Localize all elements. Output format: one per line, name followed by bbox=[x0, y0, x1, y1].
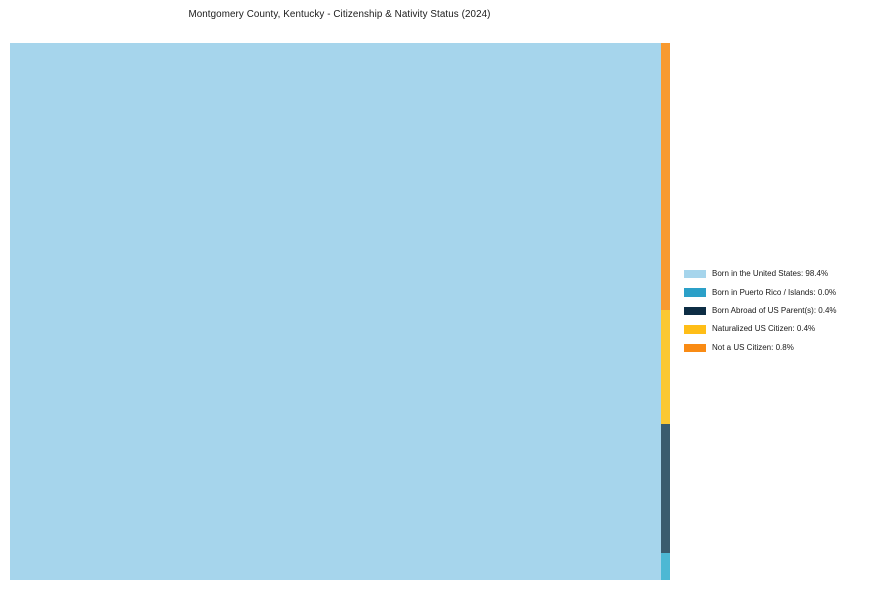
chart-title: Montgomery County, Kentucky - Citizenshi… bbox=[188, 9, 491, 20]
legend-label: Born in Puerto Rico / Islands: 0.0% bbox=[712, 287, 837, 297]
treemap-tile-not-a-us-citizen[interactable] bbox=[661, 43, 670, 310]
treemap-tile-born-abroad-us-parents[interactable] bbox=[661, 424, 670, 553]
legend-swatch-icon bbox=[684, 306, 706, 316]
legend-swatch-icon bbox=[684, 343, 706, 352]
chart-legend: Born in the United States: 98.4% Born in … bbox=[684, 265, 880, 357]
legend-item[interactable]: Not a US Citizen: 0.8% bbox=[684, 339, 880, 357]
legend-label: Born Abroad of US Parent(s): 0.4% bbox=[712, 305, 837, 315]
treemap-tile-born-in-united-states[interactable] bbox=[10, 43, 661, 580]
treemap-plot-area bbox=[10, 43, 670, 580]
legend-item[interactable]: Naturalized US Citizen: 0.4% bbox=[684, 320, 880, 338]
legend-item[interactable]: Born Abroad of US Parent(s): 0.4% bbox=[684, 302, 880, 320]
legend-label: Not a US Citizen: 0.8% bbox=[712, 342, 794, 352]
legend-swatch-icon bbox=[684, 325, 706, 334]
legend-label: Naturalized US Citizen: 0.4% bbox=[712, 324, 816, 334]
legend-label: Born in the United States: 98.4% bbox=[712, 269, 829, 279]
legend-item[interactable]: Born in the United States: 98.4% bbox=[684, 265, 880, 283]
legend-swatch-icon bbox=[684, 269, 706, 279]
treemap-tile-naturalized-us-citizen[interactable] bbox=[661, 310, 670, 424]
treemap-tile-born-in-puerto-rico[interactable] bbox=[661, 553, 670, 580]
legend-item[interactable]: Born in Puerto Rico / Islands: 0.0% bbox=[684, 283, 880, 301]
legend-swatch-icon bbox=[684, 288, 706, 297]
